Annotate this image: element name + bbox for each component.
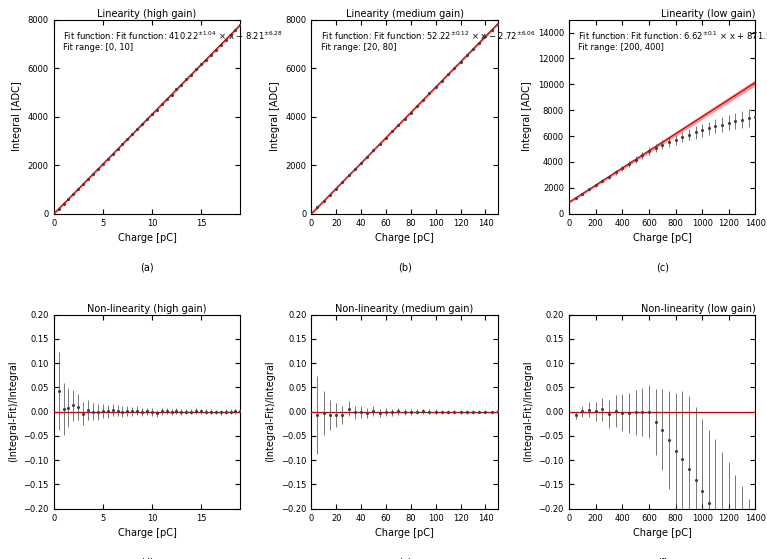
X-axis label: Charge [pC]: Charge [pC]	[117, 528, 176, 538]
Text: (b): (b)	[397, 262, 412, 272]
Y-axis label: (Integral-Fit)/Integral: (Integral-Fit)/Integral	[8, 361, 18, 462]
Text: (c): (c)	[656, 262, 669, 272]
Title: Linearity (medium gain): Linearity (medium gain)	[346, 9, 463, 19]
Text: (e): (e)	[398, 557, 411, 559]
Text: Non-linearity (low gain): Non-linearity (low gain)	[640, 304, 755, 314]
X-axis label: Charge [pC]: Charge [pC]	[633, 528, 692, 538]
X-axis label: Charge [pC]: Charge [pC]	[117, 233, 176, 243]
X-axis label: Charge [pC]: Charge [pC]	[375, 233, 434, 243]
X-axis label: Charge [pC]: Charge [pC]	[375, 528, 434, 538]
Text: Fit function: Fit function: 410.22$^{±1.04}$ × x − 8.21$^{±6.28}$
Fit range: [0,: Fit function: Fit function: 410.22$^{±1.…	[63, 29, 283, 52]
Text: Fit function: Fit function: 6.62$^{±0.1}$ × x + 871.57$^{±29.62}$
Fit range: [20: Fit function: Fit function: 6.62$^{±0.1}…	[578, 29, 767, 52]
Y-axis label: (Integral-Fit)/Integral: (Integral-Fit)/Integral	[265, 361, 275, 462]
Title: Non-linearity (high gain): Non-linearity (high gain)	[87, 304, 207, 314]
Y-axis label: Integral [ADC]: Integral [ADC]	[522, 82, 532, 151]
Y-axis label: Integral [ADC]: Integral [ADC]	[270, 82, 280, 151]
Y-axis label: (Integral-Fit)/Integral: (Integral-Fit)/Integral	[523, 361, 533, 462]
Text: (d): (d)	[140, 557, 154, 559]
Text: Linearity (low gain): Linearity (low gain)	[661, 9, 755, 19]
X-axis label: Charge [pC]: Charge [pC]	[633, 233, 692, 243]
Y-axis label: Integral [ADC]: Integral [ADC]	[12, 82, 22, 151]
Title: Linearity (high gain): Linearity (high gain)	[97, 9, 196, 19]
Text: (a): (a)	[140, 262, 154, 272]
Title: Non-linearity (medium gain): Non-linearity (medium gain)	[335, 304, 474, 314]
Text: Fit function: Fit function: 52.22$^{±0.12}$ × x − 2.72$^{±6.06}$
Fit range: [20,: Fit function: Fit function: 52.22$^{±0.1…	[321, 29, 535, 52]
Text: (f): (f)	[657, 557, 667, 559]
